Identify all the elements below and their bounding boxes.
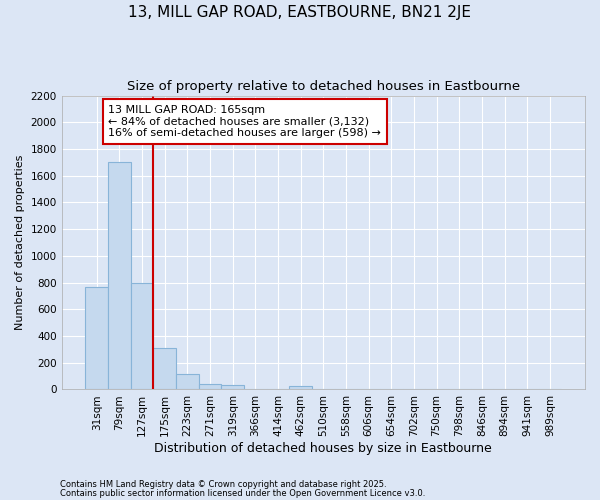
X-axis label: Distribution of detached houses by size in Eastbourne: Distribution of detached houses by size … [154,442,492,455]
Text: 13, MILL GAP ROAD, EASTBOURNE, BN21 2JE: 13, MILL GAP ROAD, EASTBOURNE, BN21 2JE [128,5,472,20]
Bar [108,162,131,390]
Text: Contains public sector information licensed under the Open Government Licence v3: Contains public sector information licen… [60,488,425,498]
Bar [289,386,312,390]
Bar [199,384,221,390]
Text: 13 MILL GAP ROAD: 165sqm
← 84% of detached houses are smaller (3,132)
16% of sem: 13 MILL GAP ROAD: 165sqm ← 84% of detach… [108,105,381,138]
Title: Size of property relative to detached houses in Eastbourne: Size of property relative to detached ho… [127,80,520,93]
Text: Contains HM Land Registry data © Crown copyright and database right 2025.: Contains HM Land Registry data © Crown c… [60,480,386,489]
Bar [154,348,176,390]
Bar [85,286,108,390]
Bar [131,282,154,390]
Bar [221,386,244,390]
Y-axis label: Number of detached properties: Number of detached properties [15,155,25,330]
Bar [176,374,199,390]
